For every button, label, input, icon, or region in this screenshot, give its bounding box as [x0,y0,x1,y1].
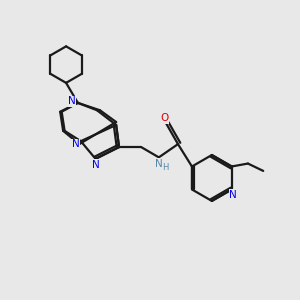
Text: N: N [155,159,163,169]
Text: O: O [160,113,169,123]
Text: N: N [72,139,80,149]
Text: N: N [68,96,75,106]
Text: N: N [229,190,237,200]
Text: H: H [162,163,169,172]
Text: N: N [92,160,100,170]
